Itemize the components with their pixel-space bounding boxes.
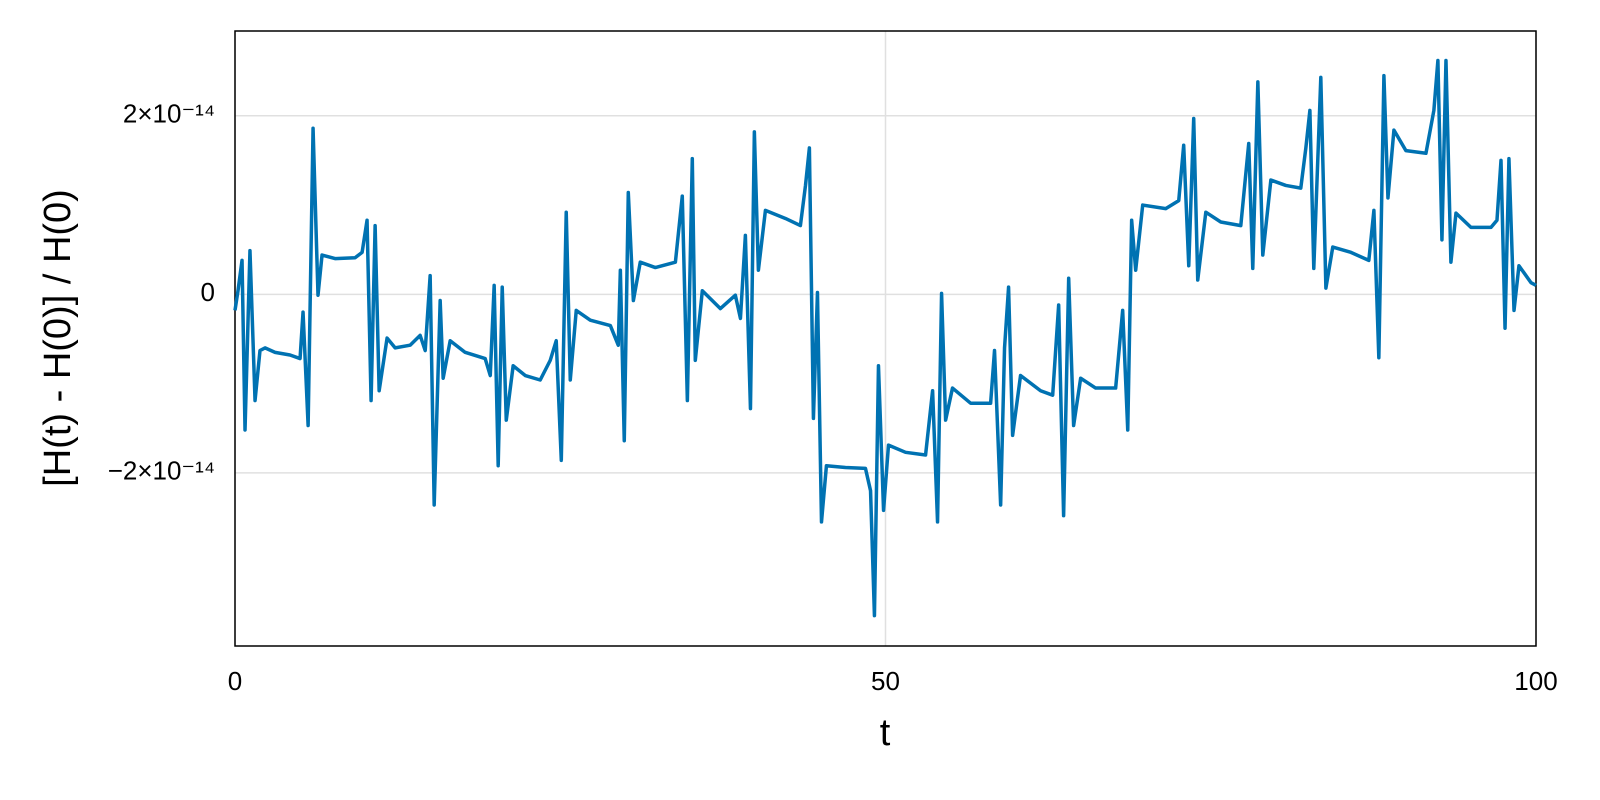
y-tick-label: 0: [201, 277, 215, 307]
y-axis-label: [H(t) - H(0)] / H(0): [37, 189, 79, 487]
x-tick-label: 0: [228, 666, 242, 696]
y-tick-label: 2×10⁻¹⁴: [123, 99, 215, 129]
x-tick-label: 50: [871, 666, 900, 696]
plot-frame: [234, 30, 1537, 647]
data-line: [233, 58, 1537, 618]
x-axis-label: t: [880, 712, 891, 754]
y-tick-label: −2×10⁻¹⁴: [108, 456, 215, 486]
x-tick-label: 100: [1514, 666, 1557, 696]
